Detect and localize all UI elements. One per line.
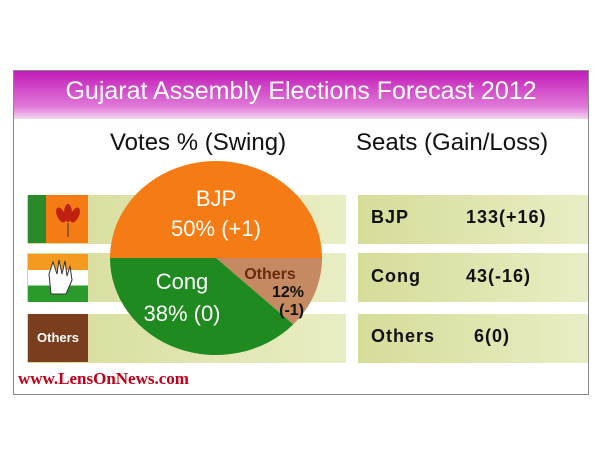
cong-flag-icon xyxy=(28,254,88,302)
seat-band-cong xyxy=(358,253,588,302)
pie-swing-others: (-1) xyxy=(279,302,304,319)
votes-title: Votes % (Swing) xyxy=(110,129,287,156)
pie-label-others: Others xyxy=(244,266,296,283)
seat-value-cong: 43(-16) xyxy=(466,266,532,286)
pie-value-others: 12% xyxy=(272,284,304,301)
seat-party-bjp: BJP xyxy=(371,207,410,227)
pie-slice-cong xyxy=(110,258,294,355)
seat-party-others: Others xyxy=(371,326,436,346)
seat-value-others: 6(0) xyxy=(474,326,511,346)
bjp-flag-icon xyxy=(28,195,88,243)
pie-label-bjp: BJP xyxy=(196,186,236,211)
pie-value-cong: 38% (0) xyxy=(143,301,220,326)
pie-value-bjp: 50% (+1) xyxy=(171,216,261,241)
seat-party-cong: Cong xyxy=(371,266,421,286)
website-link[interactable]: www.LensOnNews.com xyxy=(18,369,189,388)
seat-band-others xyxy=(358,314,588,363)
seats-title: Seats (Gain/Loss) xyxy=(356,129,549,156)
seat-value-bjp: 133(+16) xyxy=(466,207,547,227)
pie-slice-bjp xyxy=(110,161,322,258)
pie-label-cong: Cong xyxy=(156,269,209,294)
infographic: Gujarat Assembly Elections Forecast 2012… xyxy=(13,70,589,395)
title: Gujarat Assembly Elections Forecast 2012 xyxy=(14,71,588,119)
others-flag: Others xyxy=(28,314,88,362)
seat-band-bjp xyxy=(358,195,588,244)
pie-slice-others xyxy=(216,258,322,325)
